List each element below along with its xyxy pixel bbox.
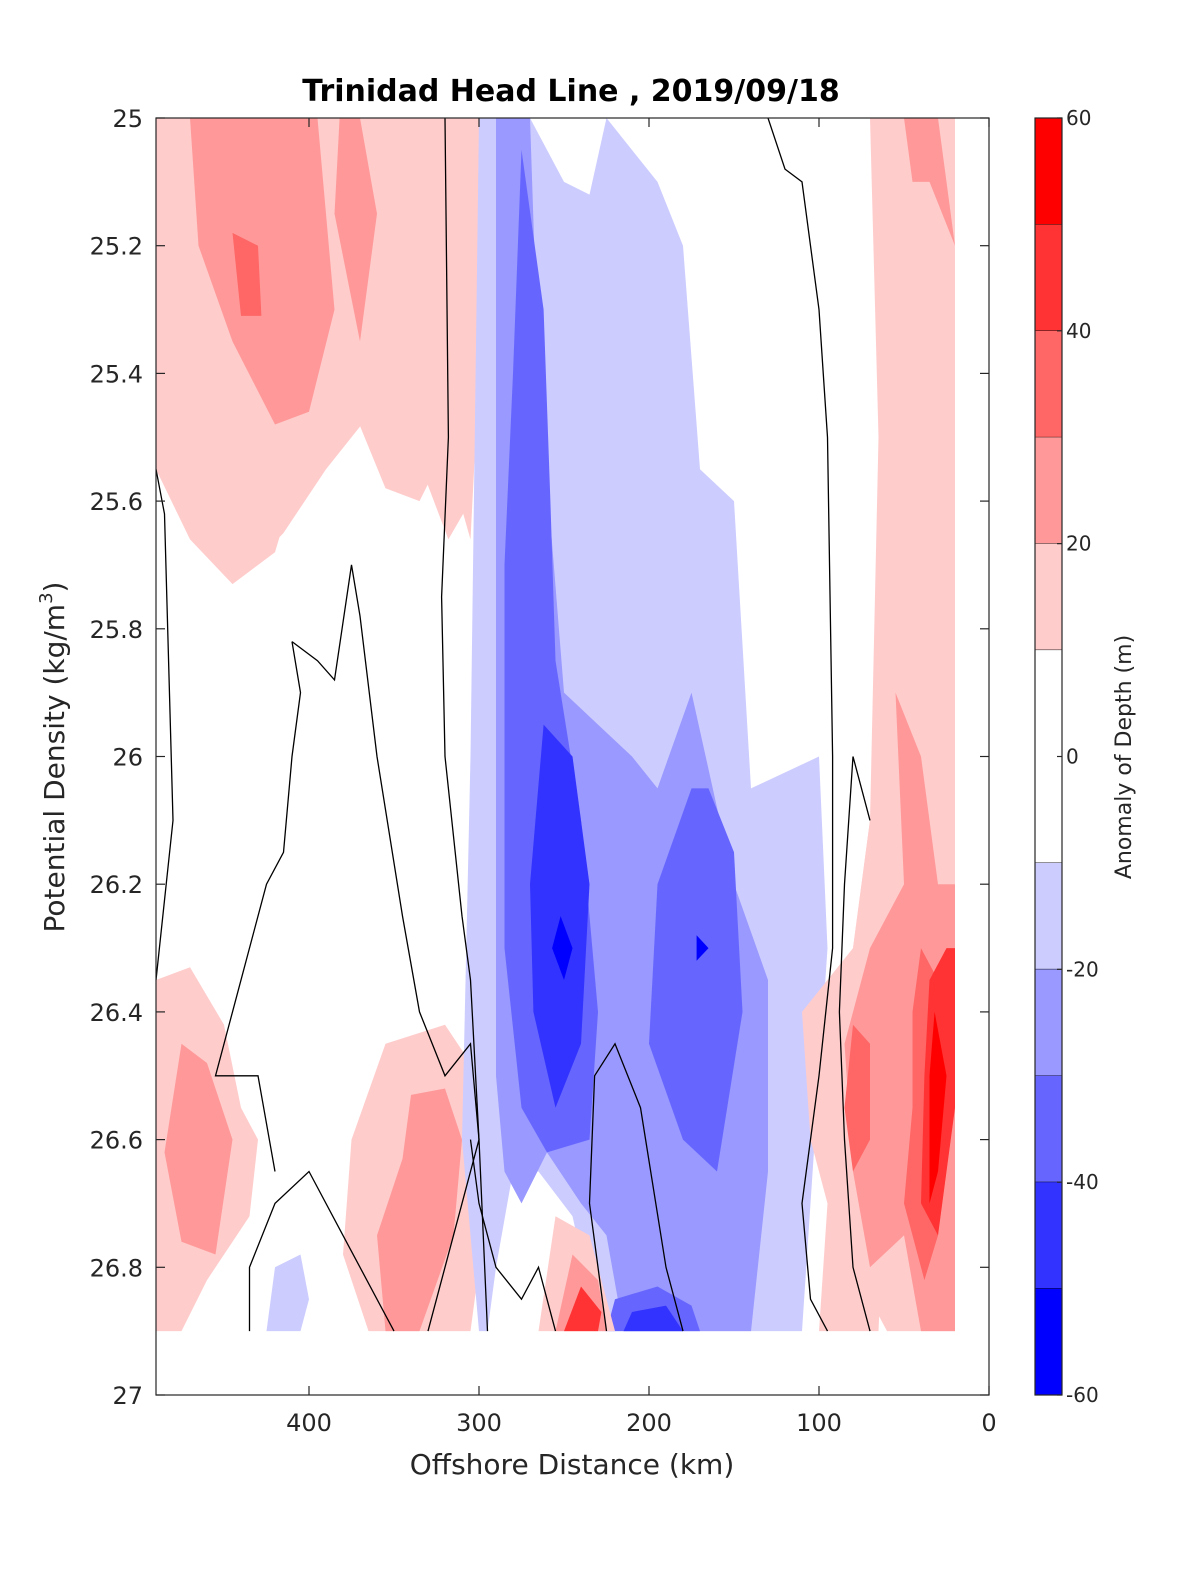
y-axis-label: Potential Density (kg/m3) [36, 582, 71, 933]
y-tick-label: 26.2 [90, 871, 143, 899]
colorbar-ticks: 60 40 20 0 -20 -40 -60 [1057, 106, 1099, 1407]
zero-contour-5 [469, 1139, 557, 1332]
contour-region-15 [696, 935, 709, 961]
zero-contour-0 [440, 118, 489, 1332]
colorbar-swatch-9 [1035, 1182, 1062, 1289]
y-tick-label: 26 [112, 744, 143, 772]
x-tick-label: 400 [286, 1409, 332, 1437]
contour-region-2 [190, 118, 335, 425]
zero-contour-4 [248, 1170, 395, 1332]
contour-region-21 [904, 118, 955, 246]
y-tick-label: 26.8 [90, 1254, 143, 1282]
contour-region-17 [623, 1305, 683, 1332]
x-axis-ticks: 400 300 200 100 0 [286, 118, 997, 1437]
chart-title: Trinidad Head Line , 2019/09/18 [302, 74, 839, 109]
colorbar-swatch-10 [1035, 1288, 1062, 1395]
zero-contour-1 [156, 469, 174, 981]
contour-region-12 [649, 788, 743, 1172]
colorbar-swatch-1 [1035, 224, 1062, 331]
filled-contours [156, 118, 955, 1332]
colorbar-swatch-7 [1035, 969, 1062, 1076]
contour-region-14 [552, 916, 573, 980]
colorbar-swatch-2 [1035, 330, 1062, 438]
x-tick-label: 300 [456, 1409, 502, 1437]
colorbar-swatch-3 [1035, 437, 1062, 544]
contour-region-23 [844, 1024, 870, 1172]
x-tick-label: 200 [626, 1409, 672, 1437]
colorbar-tick-label: 20 [1066, 532, 1091, 556]
y-tick-label: 26.6 [90, 1127, 143, 1155]
colorbar-tick-label: -20 [1066, 957, 1099, 981]
colorbar-swatch-4 [1035, 543, 1062, 651]
y-tick-label: 26.4 [90, 999, 143, 1027]
colorbar-tick-label: -60 [1066, 1383, 1099, 1407]
contour-region-6 [164, 1043, 233, 1255]
contour-region-3 [334, 118, 377, 342]
y-axis-label-main: Potential Density (kg/m [38, 604, 71, 933]
contour-region-8 [377, 1088, 462, 1332]
zero-contour-3 [214, 641, 302, 1172]
x-axis-label: Offshore Distance (km) [410, 1448, 735, 1481]
y-axis-ticks: 25 25.2 25.4 25.6 25.8 26 26.2 26.4 26.6 26.8 27 [90, 105, 989, 1410]
contour-region-28 [564, 1286, 602, 1332]
colorbar-swatch-0 [1035, 118, 1062, 225]
zero-contour-7 [767, 118, 834, 1332]
contour-region-4 [232, 232, 262, 316]
x-tick-label: 100 [796, 1409, 842, 1437]
y-tick-label: 25.2 [90, 233, 143, 261]
y-tick-label: 25.6 [90, 488, 143, 516]
zero-contour-2 [291, 564, 480, 1332]
colorbar-label: Anomaly of Depth (m) [1112, 635, 1137, 879]
contour-region-25 [929, 1011, 947, 1204]
zero-contour-8 [838, 756, 871, 1332]
contour-region-13 [530, 724, 590, 1108]
plot-area [155, 117, 990, 1396]
colorbar-tick-label: -40 [1066, 1170, 1099, 1194]
zero-contour-6 [588, 1042, 684, 1332]
colorbar-swatch-6 [1035, 862, 1062, 970]
colorbar-tick-label: 40 [1066, 319, 1091, 343]
zero-contour-lines [156, 118, 871, 1332]
contour-region-29 [266, 1254, 309, 1332]
y-tick-label: 25.4 [90, 360, 143, 388]
x-tick-label: 0 [981, 1409, 996, 1437]
y-axis-label-sup: 3 [36, 592, 57, 603]
y-tick-label: 27 [112, 1382, 143, 1410]
y-axis-label-close: ) [38, 582, 71, 593]
y-tick-label: 25.8 [90, 616, 143, 644]
y-tick-label: 25 [112, 105, 143, 133]
colorbar-tick-label: 60 [1066, 106, 1091, 130]
colorbar-swatch-8 [1035, 1075, 1062, 1183]
colorbar-tick-label: 0 [1066, 745, 1079, 769]
